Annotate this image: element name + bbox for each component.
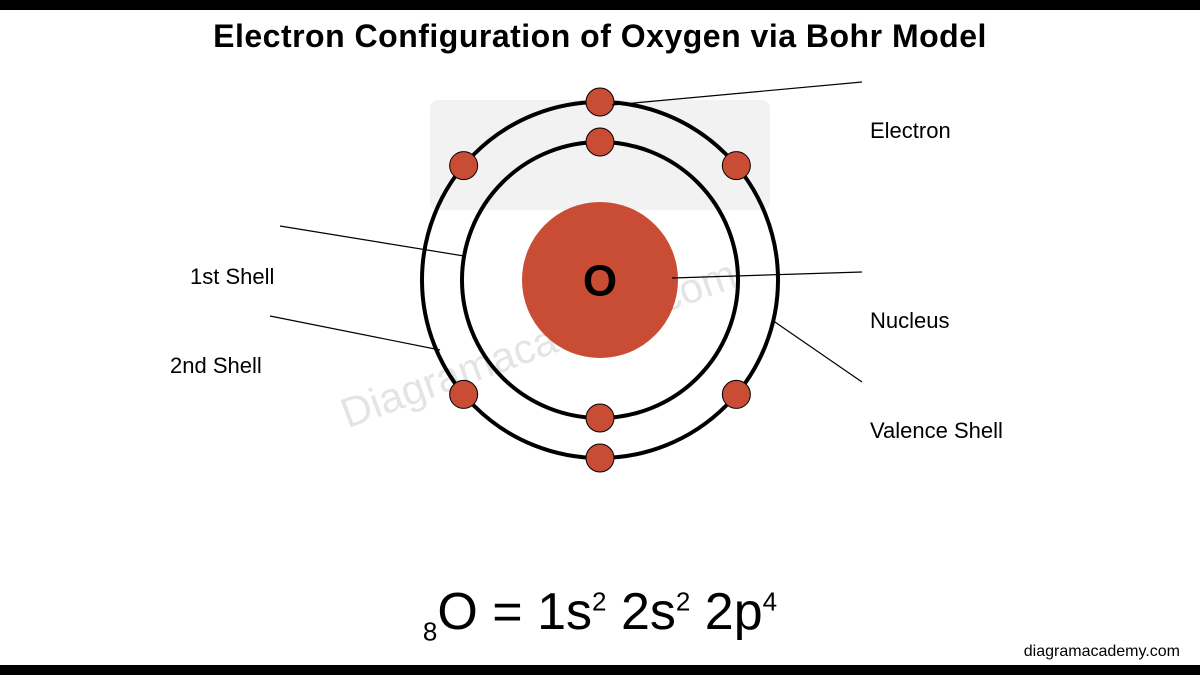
top-border-bar xyxy=(0,0,1200,10)
electron-dot xyxy=(586,128,614,156)
leader-line-3 xyxy=(672,272,862,278)
attribution-text: diagramacademy.com xyxy=(1024,643,1180,661)
term-1-orbital: 1s xyxy=(537,583,592,641)
label-second-shell: 2nd Shell xyxy=(170,353,262,379)
leader-line-0 xyxy=(612,82,862,105)
term-1-exp: 2 xyxy=(592,586,606,616)
electron-dot xyxy=(722,152,750,180)
bottom-border-bar xyxy=(0,665,1200,675)
electron-dot xyxy=(722,380,750,408)
leader-line-1 xyxy=(280,226,464,256)
label-nucleus: Nucleus xyxy=(870,308,949,334)
leader-line-4 xyxy=(772,320,862,382)
label-first-shell: 1st Shell xyxy=(190,264,274,290)
bohr-svg: O xyxy=(0,60,1200,550)
page-title: Electron Configuration of Oxygen via Boh… xyxy=(0,18,1200,55)
atomic-number: 8 xyxy=(423,616,437,646)
leader-line-2 xyxy=(270,316,440,350)
term-3-orbital: 2p xyxy=(705,583,763,641)
element-symbol: O xyxy=(437,583,477,641)
electron-dot xyxy=(450,380,478,408)
bohr-diagram: Diagramacadamy.com O Electron 1st Shell … xyxy=(0,60,1200,550)
electron-dot xyxy=(586,88,614,116)
label-valence-shell: Valence Shell xyxy=(870,418,1003,444)
term-2-exp: 2 xyxy=(676,586,690,616)
nucleus-symbol: O xyxy=(583,256,617,305)
electron-dot xyxy=(450,152,478,180)
electron-dot xyxy=(586,444,614,472)
label-electron: Electron xyxy=(870,118,951,144)
electron-dot xyxy=(586,404,614,432)
electron-configuration-formula: 8O = 1s2 2s2 2p4 xyxy=(0,582,1200,647)
term-3-exp: 4 xyxy=(763,586,777,616)
term-2-orbital: 2s xyxy=(621,583,676,641)
